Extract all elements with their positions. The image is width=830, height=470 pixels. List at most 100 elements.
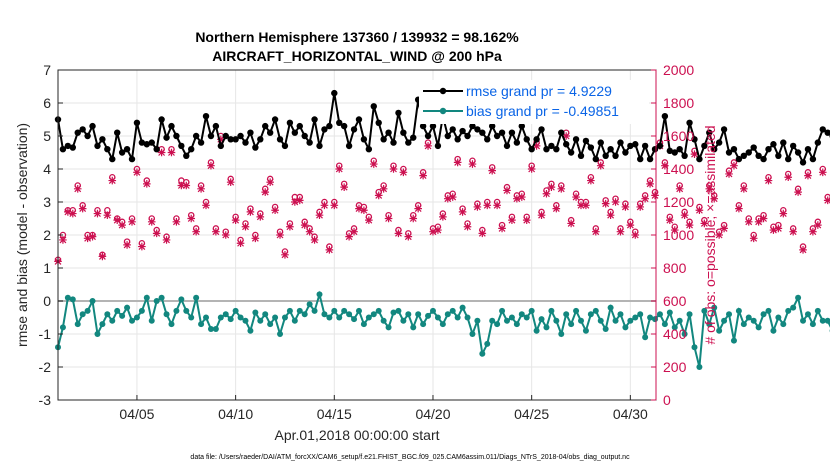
rmse-point xyxy=(459,127,466,135)
y-right-tick-label: 1600 xyxy=(663,128,694,144)
obs-assimilated-point xyxy=(325,246,334,254)
obs-assimilated-point xyxy=(305,227,314,236)
bias-point xyxy=(365,314,372,321)
obs-assimilated-point xyxy=(217,135,225,144)
rmse-point xyxy=(143,141,151,148)
bias-point xyxy=(444,311,451,318)
rmse-point xyxy=(543,146,550,153)
bias-point xyxy=(740,321,747,328)
bias-point xyxy=(114,307,121,314)
bias-point xyxy=(193,294,200,301)
rmse-point xyxy=(128,155,136,163)
obs-assimilated-point xyxy=(394,229,403,238)
bias-point xyxy=(69,296,76,303)
obs-assimilated-point xyxy=(113,216,122,224)
obs-assimilated-point xyxy=(488,166,496,175)
bias-point xyxy=(360,321,367,328)
bias-point xyxy=(602,326,609,333)
bias-point xyxy=(341,307,348,314)
x-tick-label: 04/10 xyxy=(218,406,253,422)
obs-assimilated-point xyxy=(730,161,738,170)
bias-point xyxy=(153,298,160,304)
bias-point xyxy=(439,321,446,328)
rmse-point xyxy=(553,146,560,153)
obs-assimilated-point xyxy=(399,168,408,177)
obs-assimilated-point xyxy=(799,246,807,254)
rmse-point xyxy=(326,122,333,130)
rmse-point xyxy=(632,141,639,148)
rmse-point xyxy=(257,136,264,143)
rmse-point xyxy=(316,142,323,150)
rmse-point xyxy=(385,129,392,136)
obs-assimilated-point xyxy=(779,209,788,218)
bias-point xyxy=(267,321,274,328)
bias-point xyxy=(277,331,284,337)
rmse-point xyxy=(597,139,604,146)
obs-assimilated-point xyxy=(759,214,768,223)
y-right-tick-label: 200 xyxy=(663,359,687,375)
rmse-point xyxy=(730,146,738,153)
obs-assimilated-point xyxy=(88,232,97,241)
bias-point xyxy=(686,311,693,318)
rmse-point xyxy=(498,129,506,136)
rmse-point xyxy=(227,136,234,143)
bias-point xyxy=(99,321,106,328)
bias-point xyxy=(183,307,190,314)
obs-assimilated-point xyxy=(335,165,344,173)
bias-point xyxy=(207,326,214,333)
data-file-footnote: data file: /Users/raeder/DAI/ATM_forcXX/… xyxy=(190,454,630,461)
rmse-point xyxy=(183,152,190,159)
y-axis-right-label: # of obs: o=possible; ×=assimilated xyxy=(702,125,718,344)
legend-rmse-marker xyxy=(439,87,447,95)
obs-assimilated-point xyxy=(735,204,743,213)
rmse-point xyxy=(148,139,155,146)
y-right-tick-label: 1800 xyxy=(663,95,694,111)
rmse-point xyxy=(760,155,767,163)
obs-assimilated-point xyxy=(769,226,778,234)
bias-point xyxy=(429,307,436,314)
bias-point xyxy=(617,311,624,318)
bias-point xyxy=(578,317,585,324)
bias-point xyxy=(410,324,417,331)
rmse-point xyxy=(94,142,101,150)
rmse-point xyxy=(444,132,451,140)
rmse-point xyxy=(637,155,644,163)
bias-point xyxy=(721,317,728,324)
bias-point xyxy=(814,307,821,314)
obs-assimilated-point xyxy=(670,226,679,234)
obs-assimilated-point xyxy=(616,227,625,236)
obs-assimilated-point xyxy=(774,224,783,233)
bias-point xyxy=(148,317,155,324)
bias-point xyxy=(770,327,777,334)
bias-point xyxy=(321,311,328,318)
x-axis-label: Apr.01,2018 00:00:00 start xyxy=(274,427,439,443)
bias-point xyxy=(548,307,555,314)
obs-assimilated-point xyxy=(295,196,304,205)
obs-assimilated-point xyxy=(720,224,728,233)
obs-assimilated-point xyxy=(419,171,427,180)
obs-assimilated-point xyxy=(369,160,378,168)
bias-point xyxy=(701,307,708,314)
rmse-point xyxy=(563,141,570,148)
rmse-point xyxy=(188,146,195,153)
bias-point xyxy=(735,307,742,314)
obs-assimilated-point xyxy=(261,188,270,196)
legend-bias-marker xyxy=(439,107,447,115)
obs-assimilated-point xyxy=(695,206,704,215)
obs-assimilated-point xyxy=(374,191,383,200)
rmse-point xyxy=(331,89,338,97)
bias-point xyxy=(237,314,244,321)
bias-point xyxy=(227,316,234,323)
obs-assimilated-point xyxy=(641,194,649,203)
rmse-point xyxy=(567,149,575,156)
rmse-point xyxy=(691,136,698,143)
bias-point xyxy=(124,304,131,311)
rmse-point xyxy=(395,109,402,117)
bias-point xyxy=(671,324,678,331)
bias-point xyxy=(351,316,358,323)
bias-point xyxy=(301,311,308,318)
rmse-point xyxy=(89,122,96,130)
obs-assimilated-point xyxy=(680,211,689,219)
bias-point xyxy=(513,321,520,328)
bias-point xyxy=(573,307,580,314)
